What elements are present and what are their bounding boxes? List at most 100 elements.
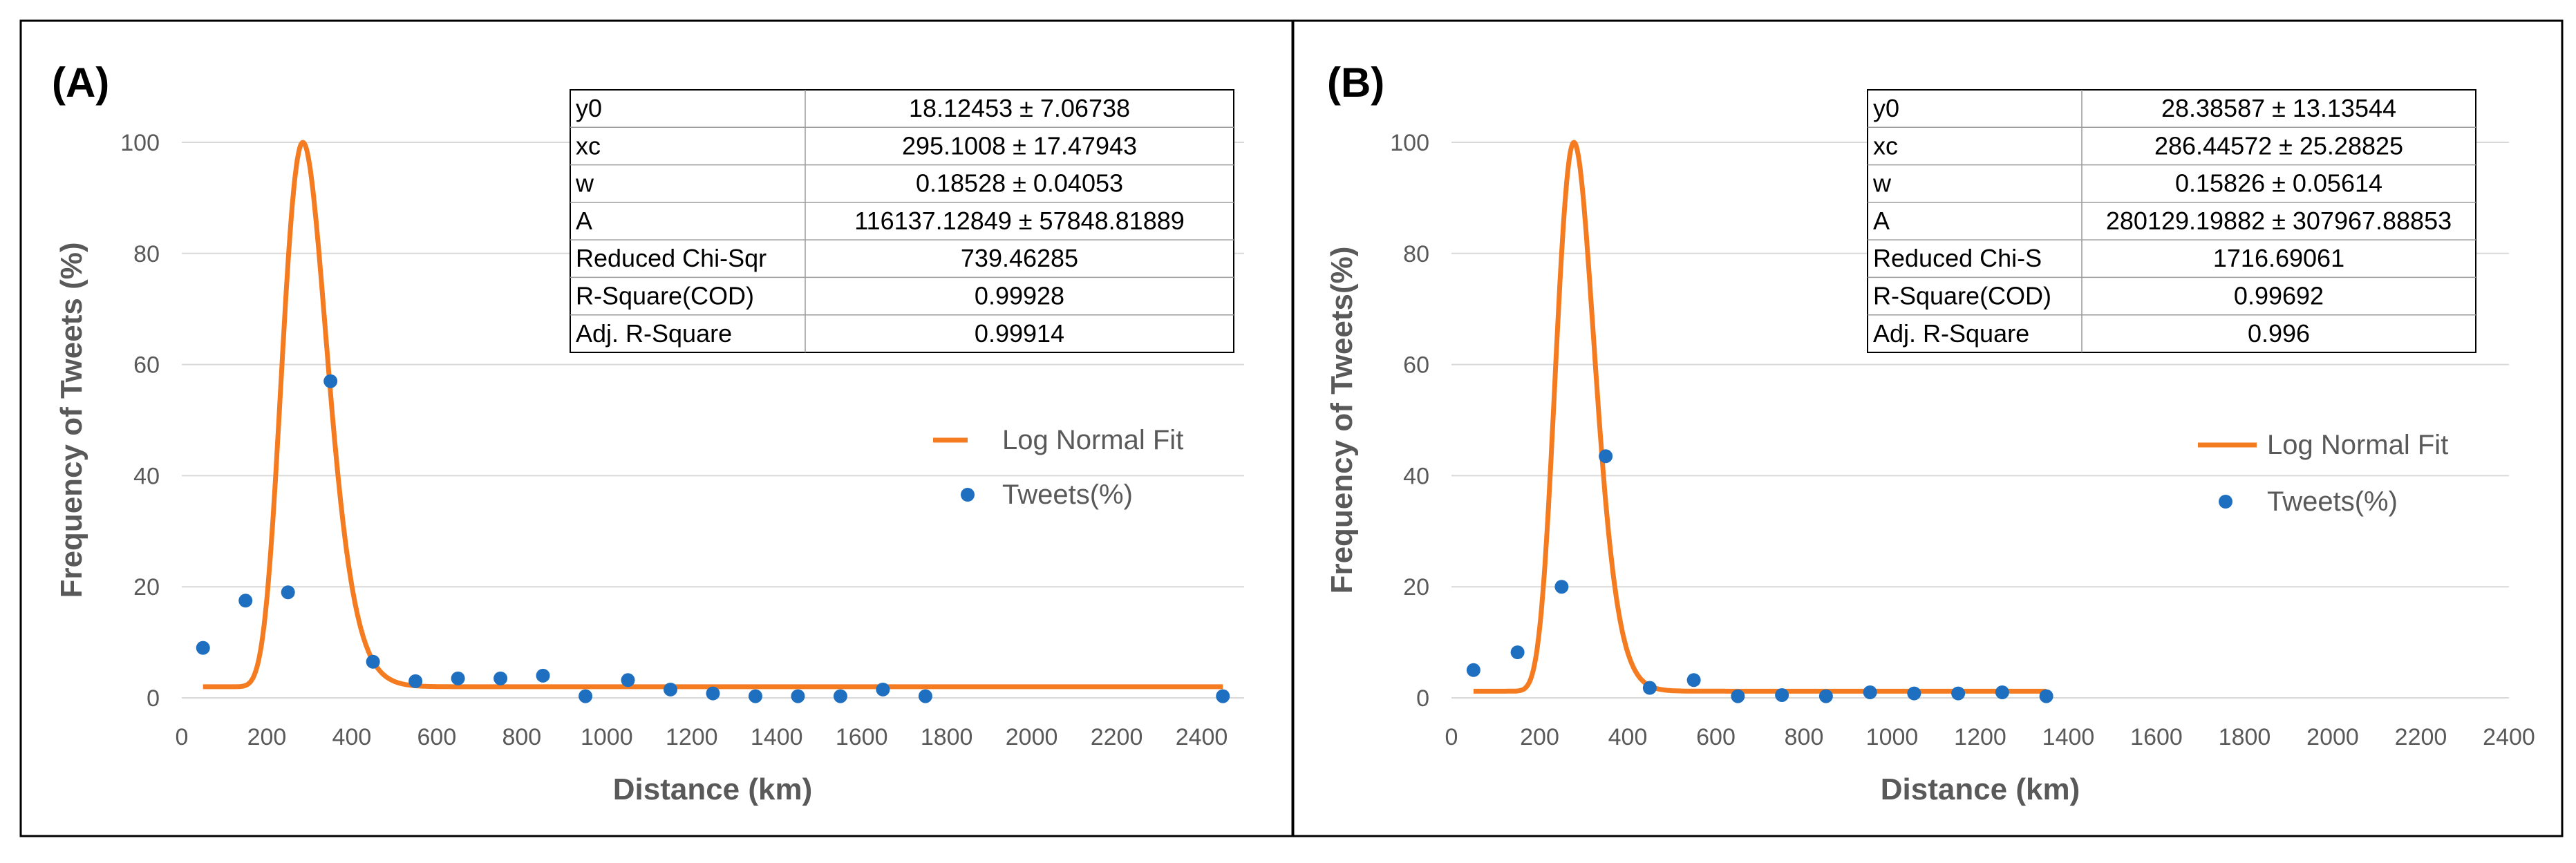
table-param-name: w [1872, 169, 1892, 198]
x-tick-label: 2200 [2395, 724, 2447, 750]
table-border [570, 89, 1234, 353]
table-param-name: y0 [1873, 94, 1899, 122]
tweets-data-point [1951, 686, 1966, 701]
table-param-value: 739.46285 [961, 244, 1078, 272]
table-param-name: Reduced Chi-S [1873, 244, 2042, 272]
x-tick-label: 2000 [1006, 724, 1058, 750]
tweets-data-point [281, 585, 295, 600]
tweets-data-point [1863, 685, 1877, 699]
x-tick-label: 1600 [2130, 724, 2183, 750]
table-param-name: A [576, 207, 592, 235]
x-tick-label: 1400 [751, 724, 803, 750]
x-tick-label: 800 [1785, 724, 1824, 750]
y-tick-label: 20 [1403, 574, 1429, 600]
table-param-name: R-Square(COD) [1873, 282, 2051, 310]
y-axis-title: Frequency of Tweets (%) [55, 242, 88, 598]
y-tick-label: 40 [133, 463, 160, 489]
tweets-data-point [1775, 687, 1789, 702]
y-tick-label: 60 [1403, 352, 1429, 379]
table-param-value: 0.99692 [2234, 282, 2324, 310]
tweets-data-point [493, 671, 508, 685]
x-tick-label: 1000 [1866, 724, 1919, 750]
tweets-data-point [1731, 689, 1745, 703]
legend-label-fit: Log Normal Fit [2267, 430, 2448, 460]
table-param-value: 1716.69061 [2213, 244, 2344, 272]
legend-marker-swatch [961, 488, 975, 502]
tweets-data-point [1907, 686, 1921, 701]
y-tick-label: 80 [1403, 241, 1429, 267]
x-tick-label: 0 [176, 724, 189, 750]
y-tick-label: 80 [133, 241, 160, 267]
tweets-data-point [1818, 689, 1833, 703]
table-param-value: 286.44572 ± 25.28825 [2154, 131, 2403, 160]
x-tick-label: 1200 [1954, 724, 2006, 750]
x-tick-label: 600 [417, 724, 457, 750]
x-tick-label: 200 [1520, 724, 1559, 750]
tweets-data-point [536, 668, 550, 683]
y-tick-label: 60 [133, 352, 160, 379]
tweets-data-point [323, 374, 338, 388]
table-param-value: 0.15826 ± 0.05614 [2175, 169, 2382, 198]
x-tick-label: 200 [247, 724, 287, 750]
x-tick-label: 2200 [1091, 724, 1143, 750]
y-tick-label: 20 [133, 574, 160, 600]
x-tick-label: 600 [1696, 724, 1736, 750]
x-tick-label: 1000 [581, 724, 633, 750]
x-tick-label: 2400 [2483, 724, 2535, 750]
tweets-data-point [621, 673, 635, 687]
panel-label: (B) [1327, 59, 1384, 106]
tweets-data-point [1686, 673, 1701, 687]
x-axis-title: Distance (km) [613, 772, 813, 806]
tweets-data-point [2039, 689, 2053, 703]
tweets-data-point [664, 682, 678, 696]
legend-label-fit: Log Normal Fit [1002, 425, 1183, 455]
tweets-data-point [1510, 645, 1525, 660]
tweets-data-point [1642, 681, 1657, 695]
tweets-data-point [408, 674, 423, 688]
table-param-value: 28.38587 ± 13.13544 [2161, 94, 2396, 122]
tweets-data-point [1995, 685, 2009, 699]
legend-label-tweets: Tweets(%) [2267, 486, 2398, 517]
y-tick-label: 40 [1403, 463, 1429, 489]
panel-label: (A) [52, 59, 109, 106]
legend: Log Normal Fit Tweets(%) [2198, 430, 2448, 517]
table-param-value: 18.12453 ± 7.06738 [909, 94, 1130, 122]
tweets-data-point [196, 641, 210, 655]
y-tick-label: 100 [120, 130, 160, 156]
tweets-data-point [366, 654, 380, 669]
tweets-data-point [1554, 580, 1569, 594]
x-tick-label: 400 [332, 724, 372, 750]
table-param-value: 0.99914 [975, 319, 1064, 348]
tweets-data-point [579, 689, 593, 703]
x-tick-label: 2400 [1176, 724, 1228, 750]
table-param-name: Adj. R-Square [576, 319, 732, 348]
fit-parameter-table: y0 28.38587 ± 13.13544 xc 286.44572 ± 25.28… [1867, 89, 2476, 353]
fit-parameter-table: y0 18.12453 ± 7.06738 xc 295.1008 ± 17.4794… [570, 89, 1234, 353]
y-axis-title: Frequency of Tweets(%) [1325, 247, 1359, 594]
table-param-name: xc [1873, 131, 1898, 160]
table-param-value: 0.99928 [975, 282, 1064, 310]
x-tick-label: 400 [1608, 724, 1648, 750]
table-param-name: xc [576, 131, 601, 160]
table-param-value: 295.1008 ± 17.47943 [902, 131, 1137, 160]
y-tick-label: 100 [1390, 130, 1429, 156]
y-tick-label: 0 [1416, 685, 1429, 712]
table-param-name: w [575, 169, 594, 198]
table-param-name: R-Square(COD) [576, 282, 754, 310]
tweets-data-point [1599, 449, 1613, 464]
x-tick-label: 1800 [921, 724, 973, 750]
tweets-data-point [918, 689, 932, 703]
x-tick-label: 1800 [2219, 724, 2271, 750]
table-param-name: y0 [576, 94, 602, 122]
x-tick-label: 0 [1445, 724, 1458, 750]
tweets-data-point [238, 594, 253, 608]
tweets-data-point [1216, 689, 1230, 703]
x-tick-label: 1600 [836, 724, 888, 750]
table-border [1867, 89, 2476, 353]
table-param-name: A [1873, 207, 1890, 235]
legend-marker-swatch [2219, 495, 2232, 509]
tweets-data-point [833, 689, 847, 703]
tweets-data-point [791, 689, 805, 703]
